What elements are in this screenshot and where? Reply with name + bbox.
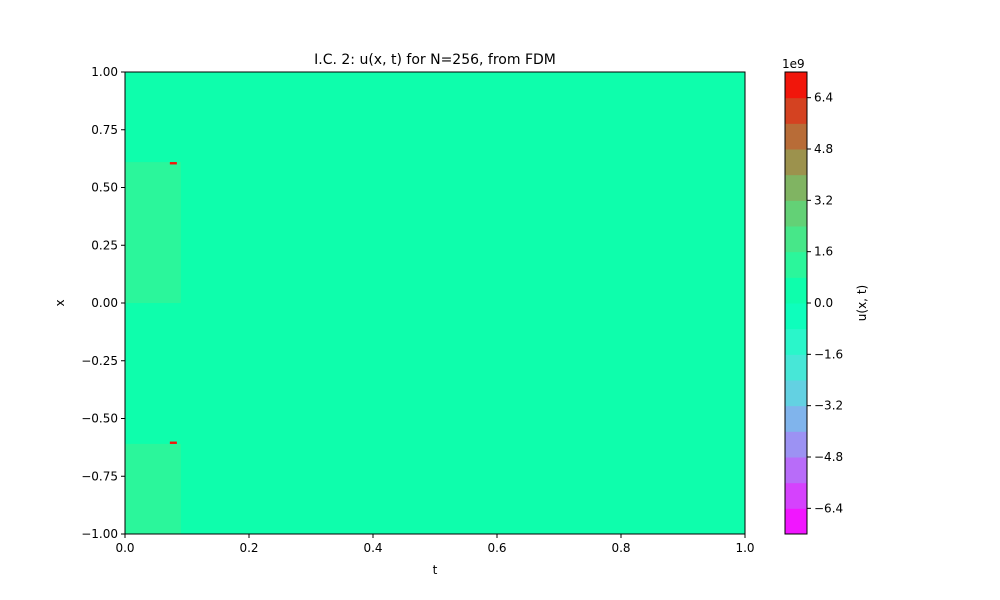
colorbar-level-11 [785,251,807,278]
x-tick-label: 1.0 [735,541,754,555]
colorbar-tick-label: 0.0 [814,296,833,310]
heatmap-spike-2 [169,441,177,444]
x-tick-label: 0.6 [487,541,506,555]
colorbar-level-9 [785,303,807,330]
colorbar-level-3 [785,457,807,484]
colorbar-label: u(x, t) [855,285,869,321]
y-tick-label: 1.00 [91,65,118,79]
plot-area [124,71,746,535]
colorbar-level-16 [785,123,807,150]
y-axis: 1.00 0.75 0.50 0.25 0.00 −0.25 −0.50 −0.75 −1.00 [81,65,125,541]
y-tick-label: 0.75 [91,123,118,137]
x-axis-label: t [433,563,438,577]
colorbar-level-12 [785,226,807,253]
chart-title: I.C. 2: u(x, t) for N=256, from FDM [314,52,556,68]
y-tick-label: 0.00 [91,296,118,310]
y-tick-label: −0.50 [81,412,118,426]
x-tick-label: 0.0 [115,541,134,555]
colorbar: 6.4 4.8 3.2 1.6 0.0 −1.6 −3.2 −4.8 −6.4 [784,71,843,535]
heatmap-region-2 [125,443,181,534]
colorbar-level-6 [785,380,807,407]
colorbar-level-13 [785,200,807,227]
y-tick-label: −0.75 [81,469,118,483]
heatmap-background [125,72,745,534]
x-tick-label: 0.4 [363,541,382,555]
colorbar-exponent-label: 1e9 [782,57,805,71]
heatmap-region-1 [125,162,181,303]
y-tick-label: −0.25 [81,354,118,368]
y-tick-label: 0.50 [91,181,118,195]
x-axis: 0.0 0.2 0.4 0.6 0.8 1.0 [115,534,755,555]
colorbar-level-5 [785,405,807,432]
colorbar-tick-label: 6.4 [814,91,833,105]
y-tick-label: 0.25 [91,238,118,252]
colorbar-level-10 [785,277,807,304]
y-axis-label: x [53,299,67,306]
colorbar-tick-label: 1.6 [814,245,833,259]
colorbar-tick-label: −4.8 [814,450,843,464]
colorbar-tick-label: 3.2 [814,193,833,207]
colorbar-level-4 [785,431,807,458]
x-tick-label: 0.2 [239,541,258,555]
colorbar-level-1 [785,508,807,535]
colorbar-level-8 [785,328,807,355]
colorbar-level-7 [785,354,807,381]
x-tick-label: 0.8 [611,541,630,555]
colorbar-tick-label: −3.2 [814,399,843,413]
colorbar-level-18 [785,72,807,99]
colorbar-level-14 [785,174,807,201]
colorbar-level-17 [785,97,807,124]
colorbar-level-15 [785,149,807,176]
heatmap-spike-1 [169,162,177,165]
colorbar-level-2 [785,482,807,509]
colorbar-tick-label: −6.4 [814,501,843,515]
y-tick-label: −1.00 [81,527,118,541]
colorbar-tick-label: 4.8 [814,142,833,156]
colorbar-tick-label: −1.6 [814,347,843,361]
